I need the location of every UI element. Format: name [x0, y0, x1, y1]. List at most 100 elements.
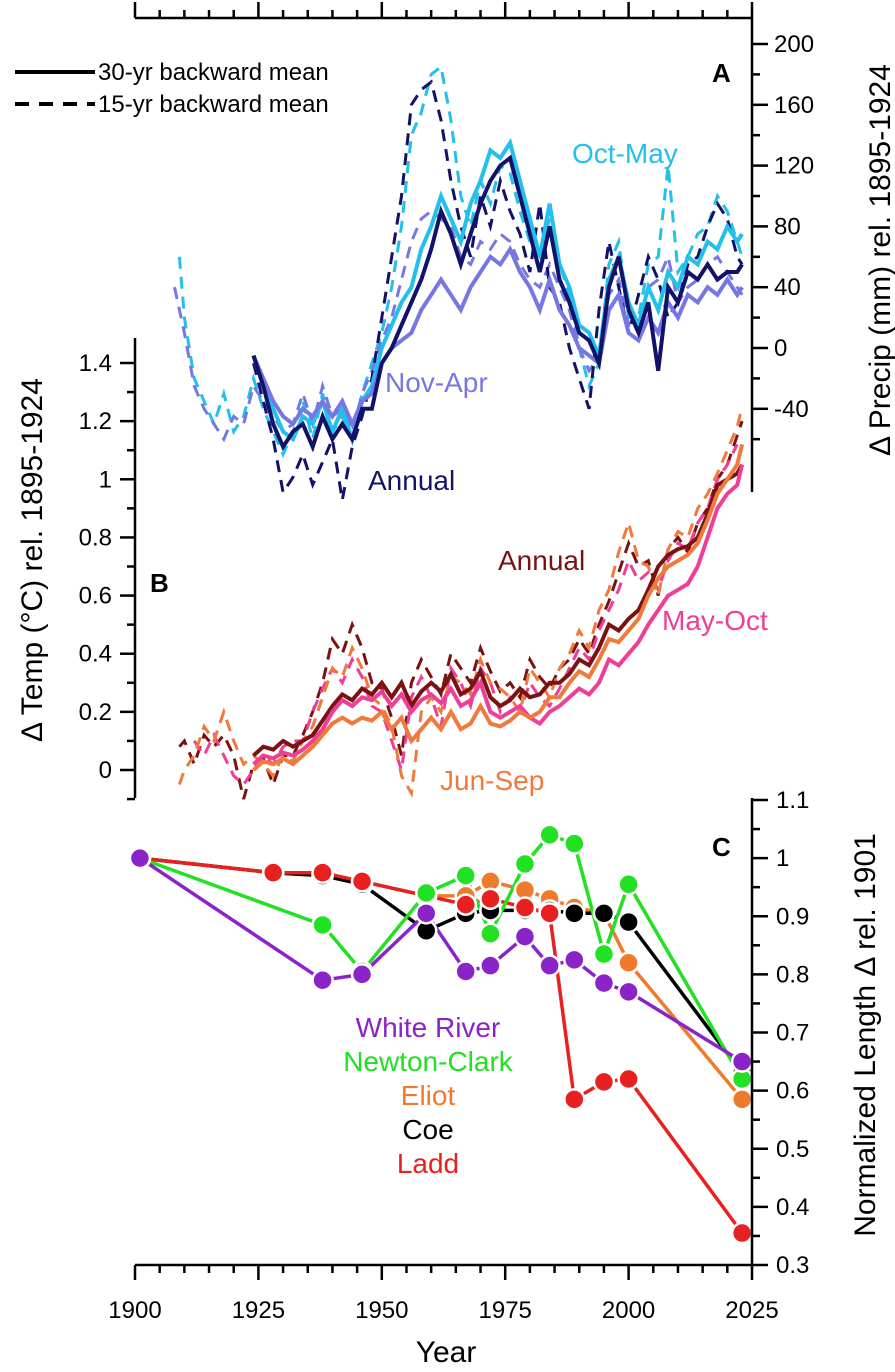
length-y-tick-label: 0.9 — [776, 903, 809, 930]
glacier-point-newton-clark — [454, 864, 477, 887]
glacier-legend-newton-clark: Newton-Clark — [343, 1046, 514, 1077]
temp-15yr-line-may-oct — [192, 443, 739, 787]
glacier-point-ladd — [350, 870, 374, 893]
glacier-point-newton-clark — [592, 942, 616, 966]
length-y-tick-label: 1 — [776, 845, 789, 872]
precip-y-tick-label: 80 — [774, 213, 801, 240]
glacier-point-ladd — [261, 861, 285, 884]
year-axis-title: Year — [416, 1336, 477, 1369]
temp-y-tick-label: 1.2 — [79, 408, 112, 435]
glacier-point-white-river — [563, 948, 586, 972]
precip-15yr-line-nov-apr — [173, 209, 744, 443]
glacier-point-ladd — [513, 896, 537, 919]
glacier-legend-eliot: Eliot — [401, 1080, 456, 1111]
temp-30yr-line-annual — [252, 463, 744, 757]
precip-30yr-line-oct-may — [251, 137, 744, 447]
temp-y-tick-label: 0.2 — [79, 699, 112, 726]
temp-label-may-oct: May-Oct — [662, 605, 768, 636]
legend-15yr-label: 15-yr backward mean — [98, 91, 329, 118]
glacier-legend-white-river: White River — [356, 1012, 501, 1043]
length-y-tick-label: 1.1 — [776, 787, 809, 814]
year-tick-label: 1975 — [479, 1297, 532, 1324]
glacier-point-coe — [617, 910, 640, 934]
glacier-point-newton-clark — [479, 922, 502, 945]
year-tick-label: 1900 — [108, 1297, 161, 1324]
temp-y-tick-label: 0.8 — [79, 524, 112, 551]
length-y-tick-label: 0.8 — [776, 961, 809, 988]
precip-30yr-line-annual — [251, 154, 744, 453]
precip-plot: Oct-May Nov-Apr Annual — [173, 64, 744, 501]
precip-label-nov-apr: Nov-Apr — [385, 367, 488, 398]
glacier-point-newton-clark — [311, 913, 334, 937]
temp-y-tick-label: 1 — [99, 466, 112, 493]
glacier-point-white-river — [538, 954, 561, 977]
temp-label-jun-sep: Jun-Sep — [440, 765, 544, 796]
panel-a-precip: A 30-yr backward mean 15-yr backward mea… — [15, 2, 895, 501]
glacier-point-ladd — [311, 861, 334, 884]
year-tick-label: 1925 — [232, 1297, 285, 1324]
glacier-point-white-river — [479, 954, 502, 977]
precip-y-tick-label: -40 — [774, 396, 809, 423]
glacier-point-newton-clark — [414, 881, 438, 905]
glacier-point-ladd — [730, 1221, 754, 1245]
length-y-tick-label: 0.5 — [776, 1136, 809, 1163]
year-tick-label: 1950 — [355, 1297, 408, 1324]
glacier-point-ladd — [563, 1088, 586, 1111]
glacier-point-white-river — [730, 1050, 754, 1073]
glacier-point-ladd — [538, 902, 561, 925]
glacier-point-newton-clark — [513, 852, 537, 876]
year-tick-label: 2025 — [725, 1297, 778, 1324]
legend-30yr-label: 30-yr backward mean — [98, 59, 329, 86]
glacier-legend-coe: Coe — [402, 1114, 453, 1145]
temp-y-tick-label: 0.4 — [79, 641, 112, 668]
glacier-point-white-river — [311, 968, 334, 992]
temp-15yr-line-annual — [178, 420, 744, 800]
length-y-tick-label: 0.6 — [776, 1078, 809, 1105]
panel-a-letter: A — [712, 58, 731, 88]
glacier-point-coe — [592, 902, 616, 925]
length-axis-title: Normalized Length Δ rel. 1901 — [849, 833, 882, 1237]
glacier-point-white-river — [454, 960, 477, 983]
temp-30yr-line-jun-sep — [252, 443, 745, 772]
temp-y-tick-label: 0 — [99, 757, 112, 784]
precip-y-tick-label: 160 — [774, 92, 814, 119]
length-y-tick-label: 0.4 — [776, 1194, 809, 1221]
glacier-point-white-river — [617, 980, 640, 1004]
glacier-point-ladd — [592, 1070, 616, 1094]
panel-b-letter: B — [150, 568, 169, 598]
glacier-point-newton-clark — [538, 823, 561, 847]
glacier-point-white-river — [414, 902, 438, 925]
temp-label-annual: Annual — [498, 545, 585, 576]
temp-30yr-line-may-oct — [252, 464, 745, 766]
precip-y-tick-label: 0 — [774, 335, 787, 362]
glacier-legend-ladd: Ladd — [397, 1148, 459, 1179]
glacier-point-ladd — [454, 893, 477, 916]
precip-label-oct-may: Oct-May — [572, 138, 678, 169]
precip-y-tick-label: 40 — [774, 274, 801, 301]
glacier-point-ladd — [479, 887, 502, 911]
temp-15yr-line-jun-sep — [177, 406, 744, 799]
glacier-plot — [128, 823, 754, 1245]
glacier-axes: 1900 1925 1950 1975 2000 2025 1.1 1 0.9 0.8 0.7 0.6… — [108, 787, 809, 1324]
precip-y-tick-label: 120 — [774, 153, 814, 180]
glacier-point-white-river — [592, 971, 616, 995]
length-y-tick-label: 0.7 — [776, 1020, 809, 1047]
panel-c-letter: C — [712, 832, 731, 862]
glacier-point-newton-clark — [563, 832, 586, 855]
precip-axes: 200 160 120 80 40 0 -40 — [133, 2, 814, 492]
temp-axis-title: Δ Temp (°C) rel. 1895-1924 — [16, 378, 49, 742]
glacier-point-eliot — [617, 951, 640, 974]
glacier-point-newton-clark — [617, 873, 640, 896]
temp-axes: 1.4 1.2 1 0.8 0.6 0.4 0.2 0 — [79, 338, 137, 801]
glacier-point-coe — [563, 902, 586, 925]
glacier-point-white-river — [513, 925, 537, 948]
glacier-point-white-river — [128, 846, 152, 870]
glacier-point-white-river — [350, 963, 374, 986]
precip-label-annual: Annual — [368, 465, 455, 496]
length-y-tick-label: 0.3 — [776, 1252, 809, 1279]
temp-y-tick-label: 1.4 — [79, 350, 112, 377]
panel-b-temp: B Δ Temp (°C) rel. 1895-1924 Annual May-O… — [16, 338, 768, 801]
temp-plot: Annual May-Oct Jun-Sep — [177, 406, 768, 800]
